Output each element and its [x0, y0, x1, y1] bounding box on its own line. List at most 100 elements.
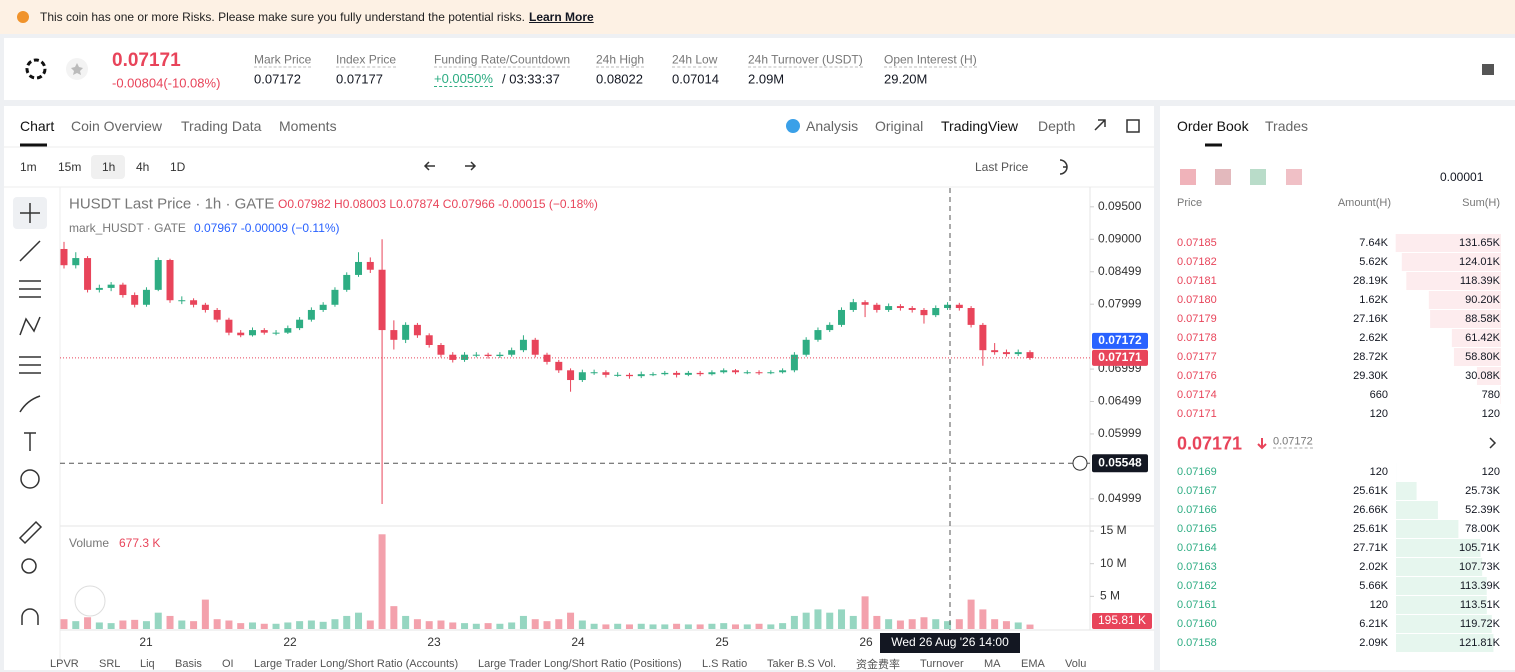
undo-icon[interactable] — [425, 162, 435, 170]
indicator-tab[interactable]: L.S Ratio — [702, 658, 747, 670]
ruler-tool[interactable] — [20, 522, 41, 543]
ob-tab[interactable]: Order Book — [1177, 118, 1249, 134]
candle-body — [756, 372, 763, 373]
indicator-tab[interactable]: Large Trader Long/Short Ratio (Positions… — [478, 658, 682, 670]
ob-price: 0.07161 — [1177, 599, 1217, 611]
volume-bar — [956, 619, 963, 629]
candle-body — [367, 262, 374, 270]
stat-label: 24h Low — [672, 53, 717, 68]
view-option[interactable]: Depth — [1038, 118, 1075, 134]
volume-bar — [826, 613, 833, 629]
volume-bar — [873, 616, 880, 629]
x-tick-label: 22 — [283, 635, 297, 649]
view-option[interactable]: Original — [875, 118, 923, 134]
view-toggle[interactable] — [1180, 169, 1196, 185]
y-tick-label: 0.04999 — [1098, 491, 1142, 505]
ob-tab[interactable]: Trades — [1265, 118, 1308, 134]
ob-price: 0.07164 — [1177, 542, 1217, 554]
candle-body — [567, 370, 574, 380]
volume-bar — [461, 623, 468, 629]
indicator-tab[interactable]: Basis — [175, 658, 202, 670]
tab[interactable]: Chart — [20, 118, 54, 134]
search-icon[interactable] — [1060, 160, 1067, 174]
pattern-tool[interactable] — [20, 317, 40, 335]
chevron — [1490, 438, 1495, 448]
volume-bar — [708, 624, 715, 629]
view-toggle[interactable] — [1286, 169, 1302, 185]
learn-more[interactable]: Learn More — [529, 10, 594, 24]
precision[interactable]: 0.00001 — [1440, 170, 1483, 184]
x-tick-label: 23 — [427, 635, 441, 649]
fib-tool[interactable] — [19, 281, 41, 297]
mid-mark-price: 0.07172 — [1273, 436, 1313, 449]
ob-amount: 29.30K — [1353, 370, 1388, 382]
volume-bar — [920, 617, 927, 629]
interval[interactable]: 15m — [58, 160, 81, 174]
emoji-tool[interactable] — [21, 470, 39, 488]
candle-body — [650, 374, 657, 375]
volume-bar — [108, 623, 115, 629]
view-toggle[interactable] — [1250, 169, 1266, 185]
indicator-tab[interactable]: MA — [984, 658, 1001, 670]
expand-icon[interactable] — [1095, 120, 1105, 130]
volume-bar — [225, 621, 232, 629]
depth-bar — [1396, 520, 1458, 538]
view-toggle[interactable] — [1215, 169, 1231, 185]
view-option[interactable]: Analysis — [806, 118, 858, 134]
indicator-tab[interactable]: Liq — [140, 658, 155, 670]
indicator-tab[interactable]: OI — [222, 658, 234, 670]
volume-bar — [308, 621, 315, 629]
volume-bar — [591, 624, 598, 629]
candle-body — [614, 375, 621, 376]
ob-header: Amount(H) — [1338, 197, 1391, 209]
volume-bar — [508, 622, 515, 629]
volume-bar — [143, 621, 150, 629]
indicator-tab[interactable]: Turnover — [920, 658, 964, 670]
candle-body — [225, 320, 232, 333]
candle-body — [143, 290, 150, 305]
interval[interactable]: 1h — [102, 160, 115, 174]
stat-label: 24h High — [596, 53, 644, 68]
volume-bar — [437, 621, 444, 629]
candle-body — [426, 335, 433, 345]
volume-bar — [72, 621, 79, 629]
tab[interactable]: Coin Overview — [71, 118, 162, 134]
tab[interactable]: Moments — [279, 118, 337, 134]
mid-price: 0.07171 — [1177, 434, 1242, 455]
redo-icon[interactable] — [465, 162, 475, 170]
tab[interactable]: Trading Data — [181, 118, 261, 134]
ob-sum: 61.42K — [1465, 332, 1500, 344]
brush-tool[interactable] — [20, 396, 40, 412]
volume-bar — [767, 624, 774, 629]
indicator-tab[interactable]: LPVR — [50, 658, 79, 670]
trend-line-tool[interactable] — [20, 241, 40, 261]
volume-bar — [473, 624, 480, 629]
indicator-tab[interactable]: Taker B.S Vol. — [767, 658, 836, 670]
magnet-tool[interactable] — [22, 609, 38, 625]
candle-body — [214, 310, 221, 320]
text-tool[interactable] — [24, 433, 36, 451]
indicator-tab[interactable]: Volu — [1065, 658, 1086, 670]
volume-bar — [862, 596, 869, 629]
volume-bar — [979, 609, 986, 629]
interval[interactable]: 1D — [170, 160, 185, 174]
book-icon[interactable] — [1482, 64, 1494, 75]
ob-sum: 113.39K — [1460, 580, 1500, 592]
projection-tool[interactable] — [19, 357, 41, 373]
volume-label: 195.81 K — [1098, 613, 1146, 627]
interval[interactable]: 4h — [136, 160, 149, 174]
candle-body — [343, 275, 350, 290]
indicator-tab[interactable]: SRL — [99, 658, 120, 670]
volume-bar — [744, 624, 751, 629]
interval[interactable]: 1m — [20, 160, 37, 174]
candle-body — [249, 330, 256, 335]
layout-icon[interactable] — [1127, 120, 1139, 132]
candle-body — [873, 305, 880, 310]
zoom-tool[interactable] — [22, 559, 36, 573]
price-type[interactable]: Last Price — [975, 160, 1028, 174]
indicator-tab[interactable]: Large Trader Long/Short Ratio (Accounts) — [254, 658, 458, 670]
ob-amount: 120 — [1370, 408, 1388, 420]
indicator-tab[interactable]: EMA — [1021, 658, 1045, 670]
view-option[interactable]: TradingView — [941, 118, 1018, 134]
